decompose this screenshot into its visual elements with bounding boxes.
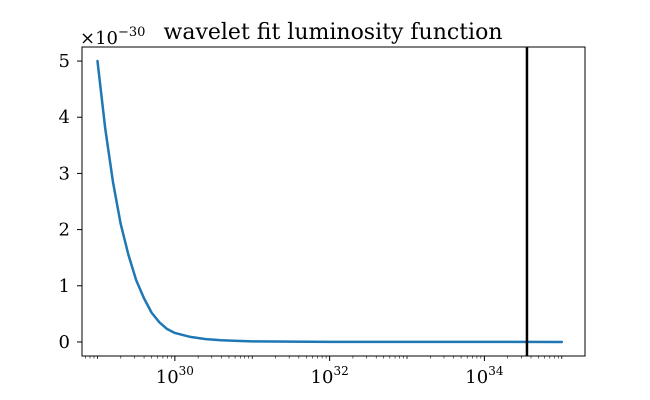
x-tick-exponent: 32 [333, 364, 348, 378]
y-axis-offset-label: ×10−30 [80, 25, 145, 49]
y-tick-label: 1 [59, 276, 70, 297]
y-offset-base: ×10 [80, 28, 118, 49]
series-line-0 [96, 59, 564, 344]
x-tick-exponent: 34 [488, 364, 504, 378]
x-tick-label: 1034 [465, 364, 504, 388]
y-tick-label: 4 [59, 107, 70, 128]
x-tick-base: 10 [465, 367, 488, 388]
y-tick-label: 2 [59, 220, 70, 241]
plot-frame [81, 46, 586, 357]
y-tick-label: 0 [59, 332, 70, 353]
x-tick-label: 1032 [311, 364, 349, 388]
x-tick-base: 10 [156, 367, 179, 388]
x-tick-exponent: 30 [179, 364, 194, 378]
y-tick-label: 3 [59, 163, 70, 184]
chart-title: wavelet fit luminosity function [164, 20, 503, 45]
y-tick-label: 5 [59, 51, 70, 72]
x-tick-label: 1030 [156, 364, 194, 388]
y-offset-exponent: −30 [118, 25, 145, 40]
x-tick-base: 10 [311, 367, 334, 388]
